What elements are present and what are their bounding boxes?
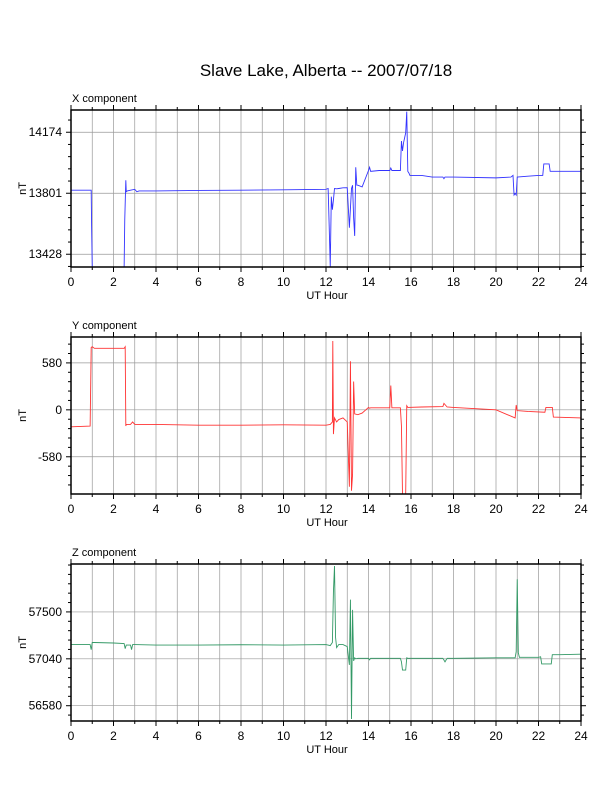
panel-title: Y component [72, 320, 137, 332]
x-tick-label: 12 [319, 275, 333, 289]
y-axis-label: nT [17, 182, 29, 195]
x-tick-label: 20 [489, 502, 503, 516]
x-tick-label: 8 [238, 502, 245, 516]
plot-frame [70, 563, 582, 722]
x-tick-label: 2 [110, 275, 117, 289]
series-line [70, 341, 582, 495]
x-axis-label: UT Hour [306, 290, 348, 302]
x-tick-label: 22 [532, 729, 546, 743]
x-tick-label: 6 [195, 275, 202, 289]
y-tick-label: 56580 [29, 699, 63, 713]
x-tick-label: 8 [238, 729, 245, 743]
grid [71, 337, 581, 494]
x-tick-label: 18 [447, 729, 461, 743]
x-tick-label: 14 [362, 729, 376, 743]
series-line [71, 111, 581, 268]
y-tick-label: 14174 [29, 125, 63, 139]
y-tick-label: -580 [38, 450, 62, 464]
x-tick-label: 22 [532, 275, 546, 289]
x-tick-label: 14 [362, 502, 376, 516]
y-axis-label: nT [17, 409, 29, 422]
x-tick-label: 0 [68, 729, 75, 743]
x-tick-label: 18 [447, 502, 461, 516]
x-axis-label: UT Hour [306, 744, 348, 756]
y-tick-label: 57040 [29, 652, 63, 666]
x-tick-label: 12 [319, 729, 333, 743]
x-tick-label: 4 [153, 502, 160, 516]
x-tick-label: 24 [574, 275, 588, 289]
x-tick-label: 16 [404, 502, 418, 516]
x-tick-label: 24 [574, 729, 588, 743]
x-tick-label: 4 [153, 729, 160, 743]
panel-title: Z component [72, 547, 136, 559]
y-tick-label: 13428 [29, 247, 63, 261]
x-tick-label: 12 [319, 502, 333, 516]
y-axis-label: nT [17, 636, 29, 649]
figure-title: Slave Lake, Alberta -- 2007/07/18 [200, 61, 452, 80]
x-tick-label: 0 [68, 275, 75, 289]
x-tick-label: 14 [362, 275, 376, 289]
x-tick-label: 16 [404, 729, 418, 743]
x-tick-label: 6 [195, 729, 202, 743]
y-tick-label: 0 [55, 403, 62, 417]
x-tick-label: 16 [404, 275, 418, 289]
y-tick-label: 13801 [29, 186, 63, 200]
x-tick-label: 6 [195, 502, 202, 516]
x-tick-label: 10 [277, 502, 291, 516]
x-tick-label: 10 [277, 275, 291, 289]
plot-frame [70, 336, 582, 495]
x-tick-label: 0 [68, 502, 75, 516]
x-tick-label: 22 [532, 502, 546, 516]
x-tick-label: 20 [489, 275, 503, 289]
panel-title: X component [72, 93, 137, 105]
x-tick-label: 8 [238, 275, 245, 289]
x-tick-label: 10 [277, 729, 291, 743]
x-tick-label: 18 [447, 275, 461, 289]
x-tick-label: 4 [153, 275, 160, 289]
series-line [71, 566, 582, 719]
x-tick-label: 2 [110, 502, 117, 516]
x-tick-label: 20 [489, 729, 503, 743]
y-tick-label: 580 [42, 356, 62, 370]
y-tick-label: 57500 [29, 605, 63, 619]
x-axis-label: UT Hour [306, 517, 348, 529]
plot-frame [70, 109, 582, 268]
x-tick-label: 2 [110, 729, 117, 743]
grid [71, 564, 581, 721]
x-tick-label: 24 [574, 502, 588, 516]
grid [71, 110, 581, 267]
